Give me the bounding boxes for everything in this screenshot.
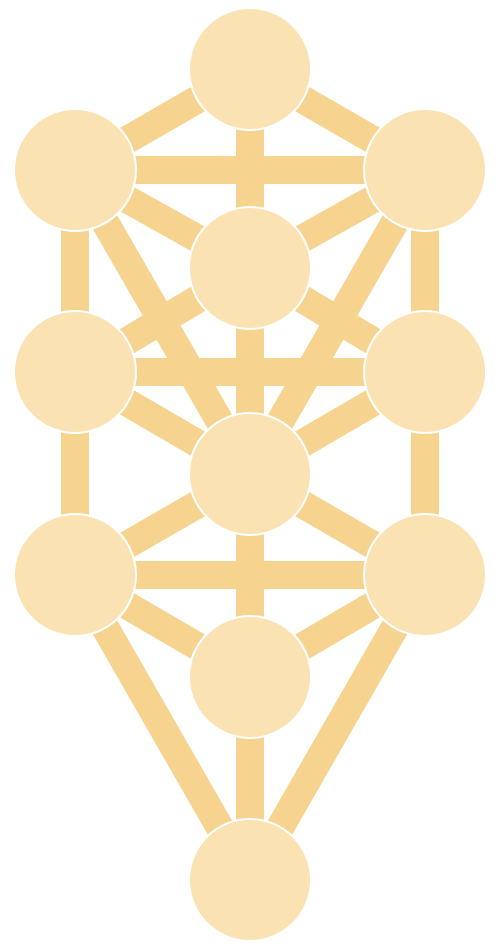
node-circle-n8 xyxy=(13,513,137,637)
node-circle-n2 xyxy=(13,108,137,232)
node-circle-n7 xyxy=(188,412,312,536)
node-circle-n10 xyxy=(188,615,312,739)
nodes-layer xyxy=(13,7,487,942)
node-circle-n5 xyxy=(13,310,137,434)
node-circle-n6 xyxy=(363,310,487,434)
node-circle-n9 xyxy=(363,513,487,637)
node-circle-n3 xyxy=(363,108,487,232)
node-circle-n4 xyxy=(188,206,312,330)
node-circle-n1 xyxy=(188,7,312,131)
node-circle-n11 xyxy=(188,818,312,942)
